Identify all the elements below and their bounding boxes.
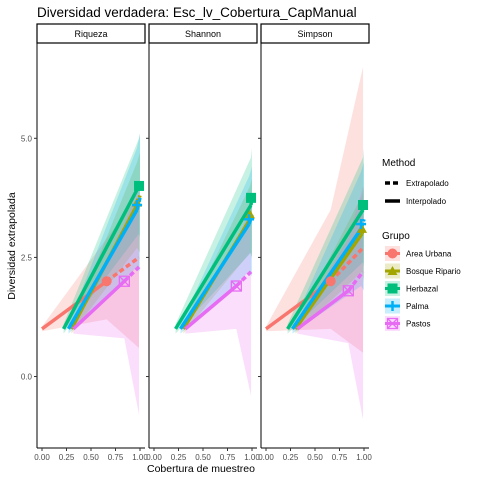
y-tick-label: 5.0 xyxy=(21,134,33,143)
x-tick-label: 1.00 xyxy=(356,453,372,462)
interp-line-herbazal xyxy=(286,208,365,330)
ci-ribbon-herbazal xyxy=(63,133,141,334)
x-tick-label: 1.00 xyxy=(132,453,148,462)
legend-label-palma: Palma xyxy=(406,302,429,311)
x-axis-title: Cobertura de muestreo xyxy=(147,463,255,475)
legend-item-bosque-ripario: Bosque Ripario xyxy=(385,263,461,279)
legend-label-area-urbana: Area Urbana xyxy=(406,250,452,259)
legend-item-herbazal: Herbazal xyxy=(385,281,438,296)
interp-line-palma xyxy=(66,208,139,330)
point-palma xyxy=(244,214,255,225)
strip-shannon xyxy=(148,23,258,44)
interp-line-pastos xyxy=(184,284,238,331)
ci-ribbon-herbazal xyxy=(287,147,364,334)
plot-area-simpson xyxy=(264,66,369,420)
panel-riqueza: Riqueza 0.00 0.25 0.50 0.75 1.00 0.0 2.5 5.0 xyxy=(21,23,148,462)
x-tick-label: 0.25 xyxy=(171,453,187,462)
x-tick-label: 0.50 xyxy=(195,453,211,462)
point-area-urbana xyxy=(325,276,336,287)
point-pastos xyxy=(118,275,130,287)
extrap-line-area-urbana xyxy=(105,256,141,283)
legend-key-marker-pastos xyxy=(386,317,399,330)
x-tick-label: 0.50 xyxy=(307,453,323,462)
legend-item-area-urbana: Area Urbana xyxy=(385,246,452,261)
legend-item-palma: Palma xyxy=(385,298,429,314)
chart-title: Diversidad verdadera: Esc_lv_Cobertura_C… xyxy=(37,5,357,20)
point-palma xyxy=(132,200,143,210)
x-tick-label: 0.75 xyxy=(332,453,348,462)
plot-area-shannon xyxy=(174,147,257,396)
x-tick-label: 1.00 xyxy=(244,453,260,462)
point-area-urbana xyxy=(101,276,112,287)
legend-label-pastos: Pastos xyxy=(406,320,430,329)
legend-label-bosque-ripario: Bosque Ripario xyxy=(406,267,461,276)
ci-ribbon-herbazal xyxy=(175,147,252,334)
interp-line-herbazal xyxy=(62,185,141,330)
interp-line-pastos xyxy=(72,279,126,331)
legend-group-title: Grupo xyxy=(382,231,410,242)
strip-simpson xyxy=(260,23,370,44)
ci-ribbon-bosque-ripario xyxy=(71,152,140,334)
point-herbazal xyxy=(358,200,369,210)
interp-line-palma xyxy=(178,223,251,330)
y-axis-title: Diversidad extrapolada xyxy=(6,192,18,300)
x-tick-label: 0.25 xyxy=(59,453,75,462)
ci-ribbon-bosque-ripario xyxy=(183,178,252,334)
legend-method-title: Method xyxy=(382,158,415,169)
point-bosque-ripario xyxy=(245,209,256,219)
y-tick-label: 2.5 xyxy=(21,253,33,262)
y-tick-label: 0.0 xyxy=(21,373,33,382)
legend-groups: Area Urbana Bosque Ripario Herbazal Palma Pa… xyxy=(385,246,461,331)
panel-shannon: Shannon 0.00 0.25 0.50 0.75 1.00 xyxy=(146,23,260,462)
legend-key-marker-palma xyxy=(387,301,398,311)
x-tick-label: 0.25 xyxy=(283,453,299,462)
strip-label-simpson: Simpson xyxy=(297,29,332,39)
point-pastos xyxy=(230,280,242,292)
legend-label-extrapolado: Extrapolado xyxy=(406,179,449,188)
x-tick-label: 0.00 xyxy=(34,453,50,462)
interp-line-herbazal xyxy=(174,204,253,330)
strip-label-shannon: Shannon xyxy=(185,29,221,39)
strip-label-riqueza: Riqueza xyxy=(74,29,107,39)
legend-item-pastos: Pastos xyxy=(385,316,430,331)
strip-riqueza xyxy=(36,23,146,44)
point-herbazal xyxy=(246,192,257,203)
legend-key-marker-herbazal xyxy=(387,283,398,294)
x-tick-label: 0.50 xyxy=(83,453,99,462)
legend-key-marker-bosque-ripario xyxy=(387,266,398,275)
legend: Method Extrapolado Interpolado Grupo Are… xyxy=(382,158,461,331)
legend-key-marker-area-urbana xyxy=(387,248,398,259)
plot-area-riqueza xyxy=(40,133,145,415)
legend-label-herbazal: Herbazal xyxy=(406,285,438,294)
x-tick-label: 0.00 xyxy=(146,453,162,462)
facet-panels: Riqueza 0.00 0.25 0.50 0.75 1.00 0.0 2.5 5.0 Shan… xyxy=(21,23,372,462)
x-tick-label: 0.00 xyxy=(258,453,274,462)
panel-simpson: Simpson 0.00 0.25 0.50 0.75 1.00 xyxy=(258,23,372,462)
point-palma xyxy=(356,219,367,230)
x-tick-label: 0.75 xyxy=(220,453,236,462)
point-pastos xyxy=(342,285,354,297)
legend-label-interpolado: Interpolado xyxy=(406,197,447,206)
interp-line-pastos xyxy=(296,289,350,331)
point-herbazal xyxy=(134,180,145,191)
ci-ribbon-area-urbana xyxy=(266,66,364,353)
x-tick-label: 0.75 xyxy=(108,453,124,462)
